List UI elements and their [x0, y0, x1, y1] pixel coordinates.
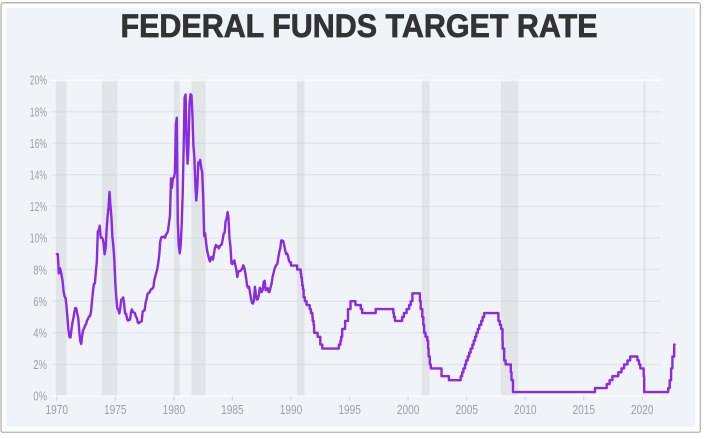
- svg-text:1985: 1985: [221, 402, 244, 417]
- svg-text:2010: 2010: [514, 402, 537, 417]
- svg-text:FEDERAL FUNDS TARGET RATE: FEDERAL FUNDS TARGET RATE: [121, 8, 598, 44]
- svg-text:20%: 20%: [30, 73, 47, 88]
- svg-text:2015: 2015: [573, 402, 596, 417]
- svg-text:2%: 2%: [33, 357, 47, 372]
- svg-text:18%: 18%: [30, 104, 47, 119]
- svg-text:6%: 6%: [33, 294, 47, 309]
- svg-text:12%: 12%: [30, 199, 47, 214]
- svg-text:14%: 14%: [30, 168, 47, 183]
- svg-text:2020: 2020: [631, 402, 654, 417]
- svg-text:2000: 2000: [397, 402, 420, 417]
- svg-text:1990: 1990: [280, 402, 303, 417]
- svg-text:16%: 16%: [30, 136, 47, 151]
- svg-text:8%: 8%: [33, 262, 47, 277]
- svg-text:4%: 4%: [33, 326, 47, 341]
- svg-text:0%: 0%: [33, 389, 47, 404]
- svg-text:1975: 1975: [104, 402, 127, 417]
- svg-text:1995: 1995: [338, 402, 361, 417]
- svg-text:1970: 1970: [46, 402, 69, 417]
- svg-text:10%: 10%: [30, 231, 47, 246]
- svg-text:2005: 2005: [455, 402, 478, 417]
- svg-text:1980: 1980: [163, 402, 186, 417]
